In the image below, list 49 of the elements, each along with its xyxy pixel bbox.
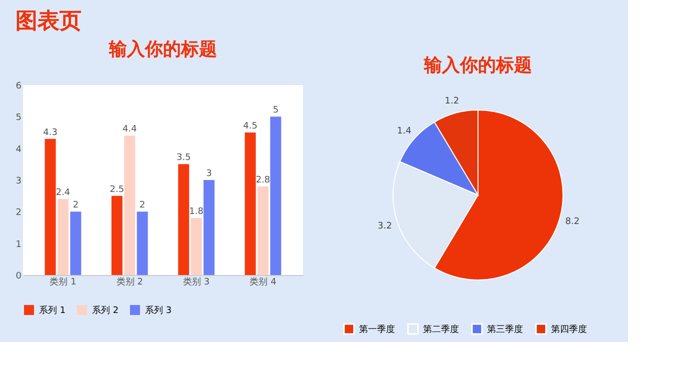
- y-tick-label: 3: [16, 176, 22, 186]
- data-label: 2.5: [110, 184, 124, 195]
- chart-title: 输入你的标题: [423, 55, 532, 76]
- legend-label: 系列 1: [39, 305, 66, 316]
- x-tick-label: 类别 3: [183, 276, 210, 288]
- legend-label: 第三季度: [487, 324, 523, 335]
- bar: [58, 199, 68, 275]
- bar: [270, 116, 282, 275]
- data-label: 3.5: [176, 153, 191, 164]
- x-tick-label: 类别 1: [50, 276, 76, 288]
- data-label: 5: [272, 106, 279, 116]
- data-label: 1.8: [189, 207, 204, 217]
- data-label: 8.2: [565, 217, 580, 228]
- data-label: 2.4: [56, 188, 70, 198]
- bar: [136, 212, 148, 275]
- legend-label: 系列 2: [92, 305, 119, 316]
- bar: [190, 218, 202, 275]
- text: 图表页: [15, 9, 82, 34]
- data-label: 4.3: [43, 128, 58, 138]
- bar: [258, 186, 268, 275]
- data-label: 2.8: [256, 175, 270, 186]
- bar: [204, 180, 215, 275]
- data-label: 4.4: [122, 124, 138, 135]
- legend-label: 第四季度: [551, 324, 587, 335]
- data-label: 2: [140, 200, 146, 211]
- data-label: 1.4: [397, 126, 412, 137]
- x-tick-label: 类别 4: [250, 276, 277, 288]
- bar: [244, 132, 256, 275]
- y-tick-label: 2: [16, 208, 22, 218]
- bar: [111, 196, 122, 275]
- legend-label: 第二季度: [423, 324, 459, 335]
- data-label: 2: [72, 200, 79, 211]
- y-tick-label: 0: [16, 272, 22, 282]
- x-tick-label: 类别 2: [116, 276, 143, 288]
- bar: [44, 138, 56, 275]
- data-label: 3.2: [378, 221, 392, 232]
- y-tick-label: 4: [16, 144, 22, 155]
- y-tick-label: 5: [16, 113, 22, 124]
- bar: [70, 212, 82, 275]
- y-tick-label: 1: [16, 240, 22, 250]
- chart-title: 输入你的标题: [108, 39, 217, 60]
- bar: [124, 136, 136, 275]
- legend-label: 第一季度: [359, 324, 395, 335]
- bar: [178, 164, 190, 275]
- data-label: 1.2: [444, 96, 460, 107]
- data-label: 4.5: [243, 122, 258, 132]
- legend-label: 系列 3: [145, 305, 172, 316]
- data-label: 3: [206, 169, 212, 179]
- y-tick-label: 6: [16, 82, 22, 92]
